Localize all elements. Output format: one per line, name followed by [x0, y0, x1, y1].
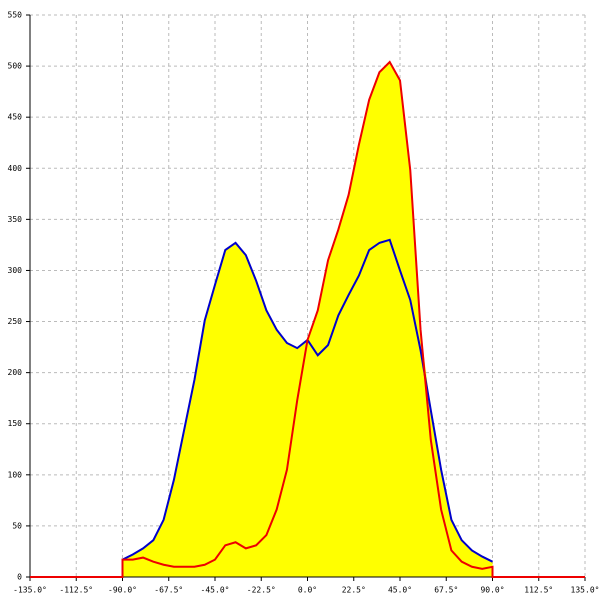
x-tick-label: 90.0° — [480, 586, 504, 595]
y-tick-label: 100 — [8, 470, 23, 479]
y-tick-label: 50 — [12, 521, 22, 530]
y-tick-label: 150 — [8, 419, 23, 428]
y-tick-label: 500 — [8, 62, 23, 71]
x-tick-label: 45.0° — [388, 586, 412, 595]
y-tick-label: 450 — [8, 113, 23, 122]
x-tick-label: 0.0° — [298, 586, 317, 595]
x-tick-label: -45.0° — [201, 586, 230, 595]
y-tick-label: 300 — [8, 266, 23, 275]
x-tick-label: 67.5° — [434, 586, 458, 595]
x-tick-label: 22.5° — [342, 586, 366, 595]
x-tick-label: 112.5° — [524, 586, 553, 595]
x-tick-label: -135.0° — [13, 586, 47, 595]
x-tick-label: -90.0° — [108, 586, 137, 595]
x-tick-label: -22.5° — [247, 586, 276, 595]
series-line — [30, 60, 585, 578]
y-tick-label: 400 — [8, 164, 23, 173]
y-tick-label: 350 — [8, 215, 23, 224]
y-tick-label: 0 — [17, 573, 22, 582]
y-tick-label: 250 — [8, 317, 23, 326]
y-tick-label: 550 — [8, 11, 23, 20]
filled-area — [30, 62, 585, 577]
y-tick-label: 200 — [8, 368, 23, 377]
x-tick-label: 135.0° — [571, 586, 600, 595]
x-tick-label: -67.5° — [154, 586, 183, 595]
x-tick-label: -112.5° — [59, 586, 93, 595]
